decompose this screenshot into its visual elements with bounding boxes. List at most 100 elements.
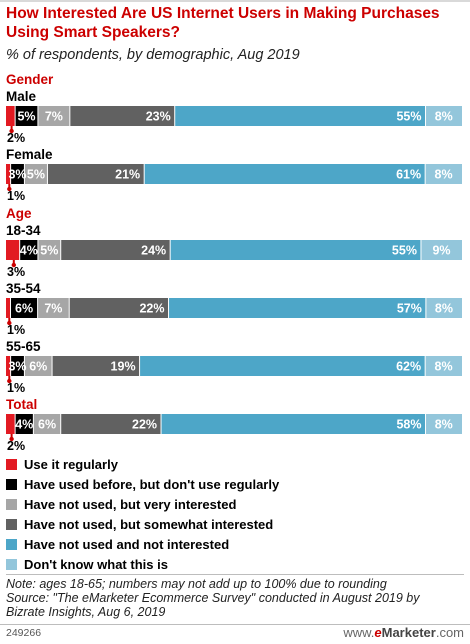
- data-label: 55%: [396, 110, 421, 124]
- chart-title: How Interested Are US Internet Users in …: [6, 5, 440, 41]
- footnote-note: Note: ages 18-65; numbers may not add up…: [6, 577, 387, 591]
- data-label: 8%: [435, 302, 453, 316]
- bar-segment: [69, 106, 175, 126]
- row-label: Total: [6, 397, 37, 412]
- bar-segment: [19, 240, 38, 260]
- bar-segment: [6, 240, 20, 260]
- data-label: 3%: [8, 360, 26, 374]
- chart-id: 249266: [6, 627, 42, 639]
- data-label: 7%: [44, 302, 62, 316]
- legend-swatch: [6, 518, 17, 530]
- bar-segment: [10, 356, 25, 376]
- data-label: 8%: [435, 418, 453, 432]
- data-label: 6%: [29, 360, 47, 374]
- legend-item-dont-know: Don't know what this is: [6, 554, 466, 574]
- divider: [0, 624, 470, 625]
- label-pointer-dot: [9, 436, 14, 442]
- footnote-source-2: Bizrate Insights, Aug 6, 2019: [6, 605, 166, 619]
- bar-segment: [10, 164, 25, 184]
- bar-segment: [60, 414, 162, 434]
- bar-segment: [69, 298, 169, 318]
- data-label: 24%: [141, 244, 166, 258]
- data-label: 3%: [7, 265, 25, 279]
- footnote: Note: ages 18-65; numbers may not add up…: [6, 577, 466, 619]
- bar-segment: [24, 356, 53, 376]
- chart-subtitle: % of respondents, by demographic, Aug 20…: [6, 47, 300, 63]
- legend-swatch: [6, 478, 17, 490]
- data-label: 1%: [7, 381, 25, 395]
- data-label: 22%: [132, 418, 157, 432]
- data-label: 55%: [392, 244, 417, 258]
- bar-segment: [52, 356, 140, 376]
- bar-segment: [144, 164, 426, 184]
- data-label: 61%: [396, 168, 421, 182]
- label-pointer-dot: [7, 320, 12, 326]
- data-label: 6%: [38, 418, 56, 432]
- bar-segment: [425, 356, 462, 376]
- bar-segment: [10, 298, 38, 318]
- bar-segment: [139, 356, 426, 376]
- bar-segment: [161, 414, 426, 434]
- bar-segment: [37, 240, 61, 260]
- bar-segment: [15, 106, 38, 126]
- data-label: 6%: [15, 302, 33, 316]
- bar-segment: [37, 106, 70, 126]
- data-label: 8%: [435, 110, 453, 124]
- legend-label: Have not used, but somewhat interested: [24, 516, 274, 532]
- data-label: 7%: [45, 110, 63, 124]
- legend-swatch: [6, 458, 17, 470]
- data-label: 58%: [396, 418, 421, 432]
- brand-main: Marketer: [381, 625, 436, 640]
- legend-item-use-regularly: Use it regularly: [6, 454, 466, 474]
- legend-swatch: [6, 558, 17, 570]
- group-header: Gender: [6, 72, 54, 87]
- data-label: 1%: [7, 189, 25, 203]
- row-label: 55-65: [6, 339, 41, 354]
- data-label: 8%: [435, 168, 453, 182]
- bar-segment: [170, 240, 421, 260]
- legend-item-somewhat-interested: Have not used, but somewhat interested: [6, 514, 466, 534]
- legend-label: Use it regularly: [24, 456, 118, 472]
- data-label: 8%: [435, 360, 453, 374]
- data-label: 22%: [139, 302, 164, 316]
- brand-prefix: www.: [343, 625, 375, 640]
- data-label: 21%: [115, 168, 140, 182]
- data-label: 1%: [7, 323, 25, 337]
- bar-segment: [6, 106, 16, 126]
- bar-segment: [60, 240, 171, 260]
- brand-suffix: .com: [435, 625, 464, 640]
- group-header: Age: [6, 206, 32, 221]
- data-label: 2%: [7, 439, 25, 450]
- label-pointer-dot: [9, 128, 14, 134]
- data-label: 57%: [397, 302, 422, 316]
- brand-logo[interactable]: www.eMarketer.com: [343, 625, 464, 640]
- legend-item-not-interested: Have not used and not interested: [6, 534, 466, 554]
- bar-segment: [37, 298, 70, 318]
- chart-legend: Use it regularly Have used before, but d…: [6, 454, 466, 574]
- bar-segment: [425, 164, 462, 184]
- row-label: Male: [6, 89, 37, 104]
- row-label: 35-54: [6, 281, 41, 296]
- row-label: 18-34: [6, 223, 41, 238]
- legend-item-very-interested: Have not used, but very interested: [6, 494, 466, 514]
- bar-segment: [6, 164, 11, 184]
- bar-segment: [168, 298, 426, 318]
- bar-segment: [47, 164, 145, 184]
- data-label: 4%: [20, 244, 38, 258]
- data-label: 3%: [8, 168, 26, 182]
- bar-segment: [24, 164, 48, 184]
- data-label: 5%: [17, 110, 35, 124]
- bar-segment: [425, 298, 462, 318]
- brand-e: e: [374, 625, 382, 640]
- legend-swatch: [6, 538, 17, 550]
- footnote-source-1: Source: "The eMarketer Ecommerce Survey"…: [6, 591, 420, 605]
- label-pointer-dot: [7, 186, 12, 192]
- bar-segment: [425, 106, 462, 126]
- data-label: 4%: [15, 418, 33, 432]
- bar-segment: [6, 414, 16, 434]
- legend-label: Have not used and not interested: [24, 536, 230, 552]
- bar-segment: [15, 414, 34, 434]
- data-label: 9%: [432, 244, 450, 258]
- bar-segment: [6, 298, 11, 318]
